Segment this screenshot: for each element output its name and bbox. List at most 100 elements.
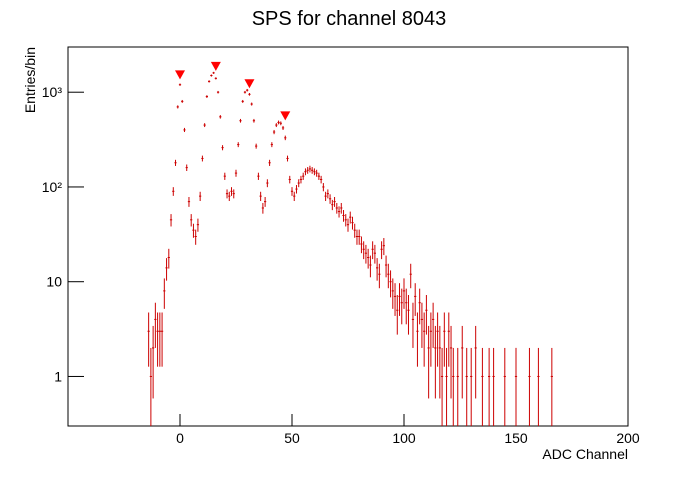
data-point	[340, 202, 343, 214]
data-point	[174, 159, 177, 166]
data-point	[308, 165, 312, 173]
data-point	[178, 83, 182, 86]
data-point	[259, 191, 262, 202]
data-point	[322, 183, 325, 192]
x-axis-label: ADC Channel	[542, 446, 628, 462]
data-point	[351, 216, 354, 230]
data-point	[313, 168, 316, 176]
data-point	[302, 172, 305, 180]
data-point	[225, 189, 229, 199]
data-point	[369, 255, 372, 278]
data-point	[393, 283, 397, 316]
data-point	[376, 258, 379, 281]
data-point	[190, 214, 193, 227]
data-point	[414, 283, 417, 316]
data-point	[411, 302, 415, 348]
peak-marker	[210, 61, 221, 71]
data-point	[264, 196, 267, 207]
data-point	[288, 175, 291, 184]
data-point	[380, 241, 383, 260]
data-point	[440, 347, 444, 426]
data-point	[407, 295, 410, 335]
data-point	[277, 120, 280, 125]
data-point	[237, 142, 240, 148]
data-point	[456, 347, 459, 426]
data-point	[324, 191, 327, 202]
data-point	[474, 325, 477, 399]
data-point	[156, 312, 159, 367]
data-point	[149, 347, 152, 426]
data-point	[208, 80, 211, 83]
data-point	[232, 189, 235, 199]
data-point	[181, 99, 184, 103]
data-point	[317, 172, 320, 180]
peak-marker	[175, 70, 185, 80]
data-point	[270, 142, 273, 148]
data-point	[465, 347, 468, 426]
data-point	[315, 169, 318, 177]
y-tick-label: 1	[54, 368, 62, 384]
data-point	[400, 288, 403, 325]
data-point	[214, 77, 217, 80]
data-point	[246, 88, 249, 92]
data-point	[272, 129, 276, 135]
data-point	[335, 202, 338, 214]
data-point	[250, 102, 253, 106]
data-point	[172, 187, 175, 196]
data-point	[346, 218, 350, 232]
data-point	[337, 206, 341, 218]
data-point	[503, 347, 506, 426]
data-point	[221, 145, 224, 151]
data-point	[284, 135, 287, 141]
data-point	[160, 312, 164, 367]
data-point	[438, 325, 441, 399]
data-point	[364, 244, 368, 264]
data-point	[349, 211, 352, 224]
data-point	[373, 244, 376, 264]
data-point	[445, 347, 448, 426]
data-point	[165, 258, 168, 281]
peak-marker	[244, 79, 255, 89]
y-tick-label: 10³	[42, 84, 63, 100]
data-point	[382, 238, 385, 256]
data-point	[176, 105, 179, 109]
data-point	[488, 347, 491, 426]
x-tick-label: 0	[176, 430, 184, 446]
data-point	[299, 175, 303, 184]
data-point	[147, 312, 150, 367]
data-point	[418, 288, 421, 325]
data-point	[169, 214, 173, 227]
data-point	[328, 194, 332, 204]
data-point	[461, 325, 464, 399]
data-point	[427, 325, 430, 399]
data-point	[367, 248, 370, 269]
data-point	[154, 302, 157, 348]
data-point	[409, 263, 412, 289]
data-point	[295, 185, 298, 194]
data-point	[514, 347, 518, 426]
x-tick-label: 200	[616, 430, 640, 446]
data-point	[360, 236, 363, 254]
data-point	[281, 125, 285, 130]
data-point	[243, 90, 247, 94]
data-point	[550, 347, 553, 426]
data-point	[304, 168, 307, 176]
data-point	[326, 189, 329, 199]
data-point	[234, 169, 238, 177]
data-point	[355, 229, 359, 245]
peak-marker	[280, 111, 291, 121]
data-point	[257, 172, 260, 180]
data-point	[152, 325, 155, 399]
data-point	[384, 255, 388, 278]
data-point	[228, 191, 231, 202]
y-tick-label: 10	[46, 274, 62, 290]
x-tick-label: 150	[504, 430, 528, 446]
data-point	[158, 312, 161, 367]
data-point	[212, 71, 215, 74]
data-point	[387, 263, 390, 289]
data-point	[420, 302, 424, 348]
data-point	[241, 99, 244, 103]
data-point	[432, 302, 435, 348]
data-point	[261, 202, 264, 214]
